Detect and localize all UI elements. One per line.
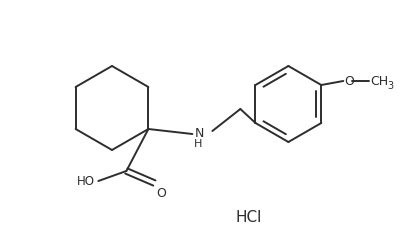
Text: HCl: HCl [236, 210, 262, 225]
Text: N: N [194, 126, 204, 140]
Text: H: H [194, 139, 203, 149]
Text: O: O [156, 187, 166, 200]
Text: 3: 3 [387, 81, 393, 91]
Text: CH: CH [370, 75, 388, 87]
Text: O: O [344, 75, 354, 87]
Text: HO: HO [77, 174, 95, 188]
